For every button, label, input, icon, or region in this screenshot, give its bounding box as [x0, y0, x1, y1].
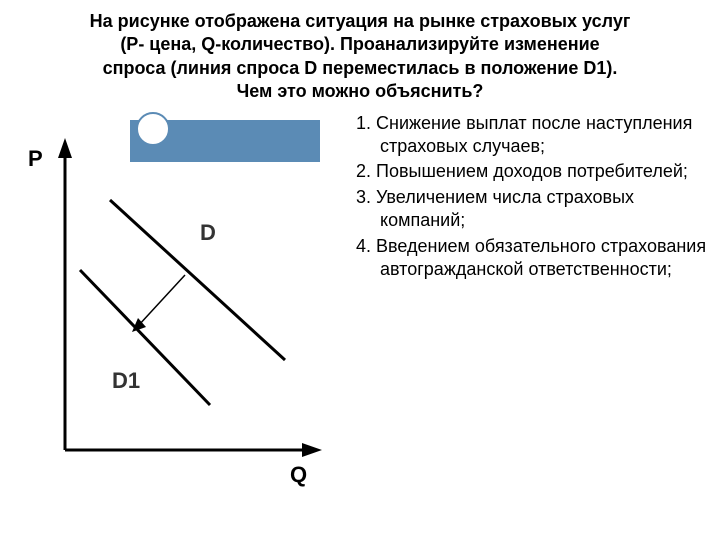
q-axis-label: Q [290, 462, 307, 488]
x-axis-arrow [302, 443, 322, 457]
title-line: спроса (линия спроса D переместилась в п… [40, 57, 680, 80]
p-axis-label: P [28, 146, 43, 172]
option-item: 1. Снижение выплат после наступления стр… [356, 112, 710, 159]
chart-svg [10, 110, 350, 510]
d-label: D [200, 220, 216, 246]
content-area: P Q D D1 1. Снижение выплат после наступ… [0, 110, 720, 510]
d-curve [110, 200, 285, 360]
d1-curve [80, 270, 210, 405]
shift-arrow-line [138, 275, 185, 326]
title-line: Чем это можно объяснить? [40, 80, 680, 103]
d1-label: D1 [112, 368, 140, 394]
question-title: На рисунке отображена ситуация на рынке … [0, 0, 720, 110]
option-item: 3. Увеличением числа страховых компаний; [356, 186, 710, 233]
title-line: (P- цена, Q-количество). Проанализируйте… [40, 33, 680, 56]
chart-area: P Q D D1 [10, 110, 350, 510]
options-list: 1. Снижение выплат после наступления стр… [350, 110, 710, 510]
option-item: 2. Повышением доходов потребителей; [356, 160, 710, 183]
title-line: На рисунке отображена ситуация на рынке … [40, 10, 680, 33]
option-item: 4. Введением обязательного страхования а… [356, 235, 710, 282]
y-axis-arrow [58, 138, 72, 158]
